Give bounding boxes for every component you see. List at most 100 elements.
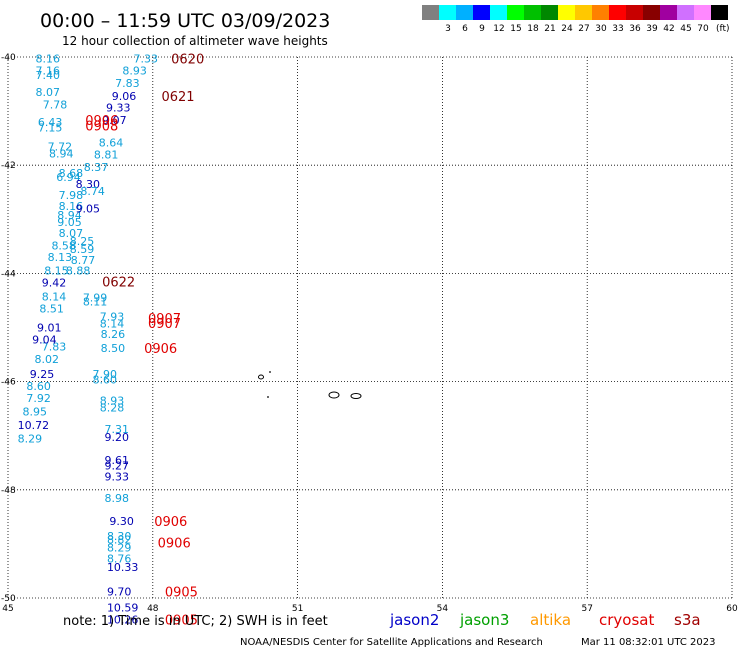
legend-swatch-5: [507, 5, 524, 20]
pass-time-label: 0906: [85, 114, 118, 129]
wave-height-label: 8.29: [107, 542, 131, 555]
wave-height-label: 8.07: [59, 227, 84, 240]
legend-swatch-3: [473, 5, 490, 20]
wave-height-label: 9.05: [76, 202, 101, 215]
pass-time-label: 0906: [144, 342, 177, 357]
legend-swatch-label: 27: [578, 24, 589, 34]
legend-swatch-label: 42: [663, 24, 674, 34]
wave-height-label: 8.15: [44, 265, 68, 278]
wave-height-label: 8.68: [59, 167, 84, 180]
lon-tick-label: 60: [726, 604, 738, 614]
legend-swatch-1: [439, 5, 456, 20]
wave-height-label: 8.26: [101, 328, 126, 341]
legend-swatch-label: 33: [612, 24, 623, 34]
lat-tick-label: -50: [1, 594, 16, 604]
wave-height-label: 8.60: [92, 373, 117, 386]
legend-swatch-4: [490, 5, 507, 20]
wave-height-label: 7.72: [48, 140, 73, 153]
color-legend: 3 6 9 12 15 18 21 24 27 30 33 36 39 42 45 70: [422, 5, 728, 34]
wave-height-label: 7.98: [59, 189, 84, 202]
legend-swatch-16: [694, 5, 711, 20]
wave-height-label: 8.77: [71, 254, 96, 267]
footer-note: note: 1) Time is in UTC; 2) SWH is in fe…: [63, 614, 328, 629]
legend-swatch-label: 12: [493, 24, 504, 34]
wave-height-label: 7.31: [105, 423, 129, 436]
wave-height-label: 10.59: [107, 602, 138, 615]
wave-height-label: 9.33: [106, 101, 130, 114]
legend-swatch-label: 39: [646, 24, 658, 34]
wave-height-label: 9.20: [105, 431, 129, 444]
legend-swatch-12: [626, 5, 643, 20]
pass-time-label: 0907: [148, 317, 181, 332]
legend-swatch-label: 9: [479, 24, 485, 34]
legend-swatch-label: 15: [510, 24, 521, 34]
legend-swatch-8: [558, 5, 575, 20]
legend-swatch-label: 18: [527, 24, 539, 34]
lat-tick-label: -48: [1, 486, 16, 496]
wave-height-label: 9.05: [57, 216, 81, 229]
legend-swatch-label: 3: [445, 24, 451, 34]
wave-height-label: 9.70: [107, 586, 131, 599]
wave-height-label: 8.13: [48, 251, 73, 264]
wave-height-label: 7.40: [36, 69, 61, 82]
axis-tick-labels: 45 48 51 54 57 60 -40 -42 -44 -46 -48 -50: [1, 53, 738, 614]
wave-height-label: 9.01: [37, 322, 62, 335]
legend-swatch-label: 70: [697, 24, 709, 34]
wave-height-observations: 8.167.167.408.077.786.437.157.728.948.68…: [18, 53, 158, 627]
legend-altika: altika: [530, 611, 571, 629]
wave-height-label: 7.83: [115, 77, 140, 90]
island-penguin: [267, 396, 269, 398]
legend-swatch-11: [609, 5, 626, 20]
pass-time-label: 0905: [165, 614, 198, 629]
legend-jason2: jason2: [389, 611, 439, 629]
pass-time-label: 0905: [165, 586, 198, 601]
wave-height-label: 10.33: [107, 561, 138, 574]
wave-height-label: 7.15: [38, 121, 63, 134]
wave-height-label: 8.93: [122, 65, 147, 78]
wave-height-label: 9.06: [112, 90, 137, 103]
legend-swatch-0: [422, 5, 439, 20]
lon-tick-label: 45: [2, 604, 13, 614]
legend-s3a: s3a: [674, 611, 701, 629]
legend-swatch-2: [456, 5, 473, 20]
pass-time-labels: 0620062109060908062209070907090609060906…: [85, 53, 204, 629]
lat-tick-label: -40: [1, 53, 16, 63]
lat-tick-label: -42: [1, 161, 16, 171]
crozet-islands: [258, 371, 362, 399]
pass-time-label: 0906: [158, 536, 191, 551]
island-pig: [258, 374, 264, 380]
legend-swatch-10: [592, 5, 609, 20]
wave-height-label: 8.02: [35, 353, 60, 366]
page-title: 00:00 – 11:59 UTC 03/09/2023: [40, 10, 330, 32]
wave-height-label: 10.72: [18, 419, 50, 432]
legend-swatch-15: [677, 5, 694, 20]
pass-time-label: 0622: [102, 276, 135, 291]
legend-swatch-7: [541, 5, 558, 20]
wave-height-label: 9.27: [105, 459, 129, 472]
wave-height-label: 8.37: [84, 161, 109, 174]
wave-height-label: 8.28: [100, 402, 125, 415]
wave-height-label: 9.25: [30, 368, 55, 381]
wave-height-label: 8.82: [107, 534, 131, 547]
wave-height-label: 8.29: [18, 432, 43, 445]
pass-time-label: 0620: [171, 53, 204, 68]
wave-height-label: 8.25: [70, 235, 95, 248]
wave-height-label: 8.94: [49, 147, 74, 160]
wave-height-label: 8.30: [76, 178, 101, 191]
wave-height-label: 8.64: [99, 136, 124, 149]
footer-credit: NOAA/NESDIS Center for Satellite Applica…: [240, 637, 543, 648]
pass-time-label: 0906: [154, 515, 187, 530]
wave-height-label: 9.61: [105, 454, 129, 467]
lon-tick-label: 51: [292, 604, 303, 614]
wave-height-label: 8.58: [51, 239, 76, 252]
legend-swatch-17: [711, 5, 728, 20]
wave-height-label: 10.26: [107, 614, 138, 627]
wave-height-label: 8.60: [26, 380, 50, 393]
footer-timestamp: Mar 11 08:32:01 UTC 2023: [581, 637, 716, 648]
wave-height-label: 9.04: [32, 333, 57, 346]
wave-height-label: 8.14: [100, 318, 125, 331]
legend-unit: (ft): [716, 24, 730, 34]
wave-height-label: 8.50: [101, 342, 126, 355]
